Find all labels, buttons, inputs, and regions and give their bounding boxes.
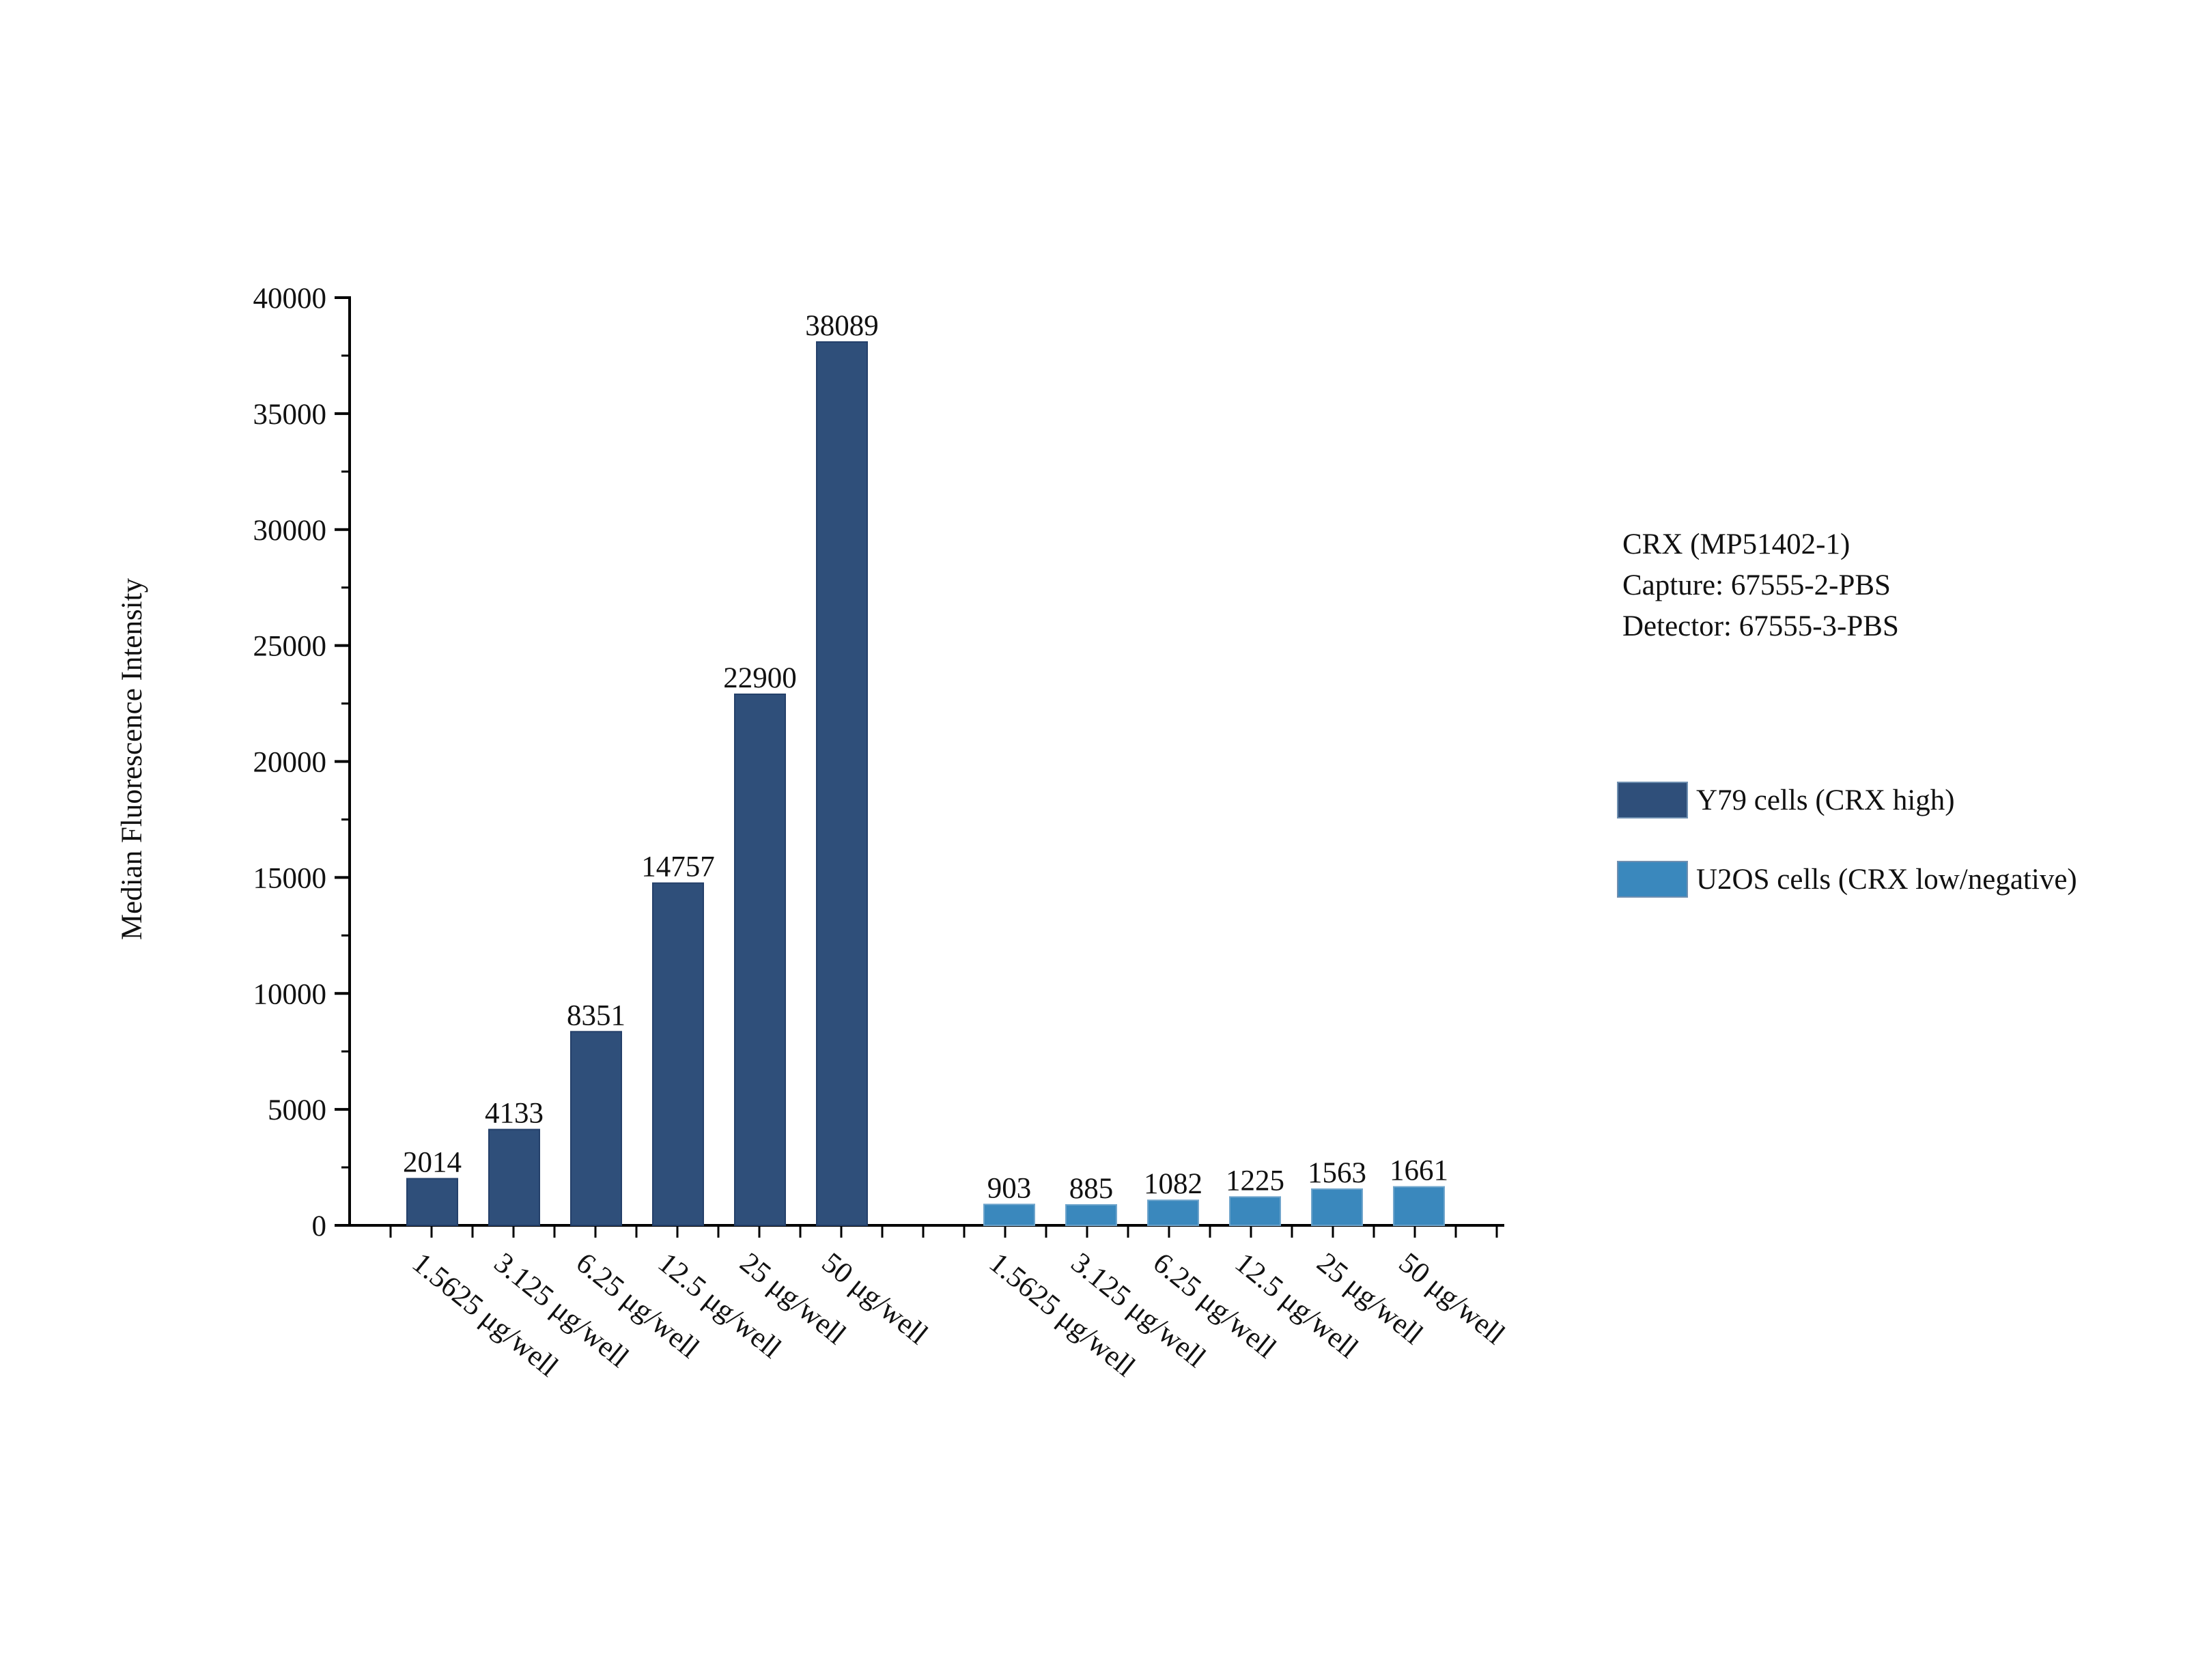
bar	[816, 341, 868, 1226]
data-label: 1225	[1226, 1165, 1284, 1197]
bar	[1311, 1188, 1363, 1227]
data-label: 38089	[805, 310, 879, 342]
info-line-protein: CRX (MP51402-1)	[1622, 528, 1850, 560]
y-tick-label: 5000	[268, 1094, 326, 1126]
legend-swatch-y79	[1617, 782, 1688, 818]
data-label: 903	[987, 1172, 1032, 1204]
bar	[983, 1204, 1035, 1226]
y-tick-label: 10000	[253, 978, 327, 1010]
legend-label-u2os: U2OS cells (CRX low/negative)	[1696, 863, 2077, 896]
bar	[570, 1031, 622, 1226]
data-label: 22900	[723, 662, 797, 694]
bar	[652, 882, 704, 1227]
legend-item-u2os: U2OS cells (CRX low/negative)	[1617, 859, 2077, 900]
data-label: 1661	[1390, 1155, 1448, 1187]
data-label: 1563	[1308, 1157, 1366, 1189]
y-tick-label: 15000	[253, 862, 327, 894]
assay-info: CRX (MP51402-1) Capture: 67555-2-PBS Det…	[1622, 524, 1899, 647]
data-label: 1082	[1144, 1168, 1202, 1200]
data-label: 14757	[641, 851, 715, 883]
y-tick-label: 40000	[253, 283, 327, 315]
y-tick-label: 25000	[253, 631, 327, 663]
data-label: 885	[1069, 1173, 1114, 1205]
data-label: 2014	[403, 1147, 462, 1179]
bar	[1065, 1204, 1117, 1227]
data-label: 8351	[567, 999, 625, 1031]
y-tick-label: 35000	[253, 399, 327, 431]
info-line-capture: Capture: 67555-2-PBS	[1622, 569, 1891, 601]
legend-label-y79: Y79 cells (CRX high)	[1696, 784, 1955, 816]
info-line-detector: Detector: 67555-3-PBS	[1622, 610, 1899, 642]
y-tick-label: 20000	[253, 747, 327, 779]
y-tick-label: 0	[312, 1210, 327, 1242]
bar	[406, 1178, 458, 1226]
bar	[1229, 1196, 1281, 1226]
x-tick-label: 1.5625 μg/well	[983, 1247, 1141, 1383]
y-tick-label: 30000	[253, 515, 327, 547]
bar	[488, 1128, 540, 1226]
legend-swatch-u2os	[1617, 861, 1688, 898]
legend-item-y79: Y79 cells (CRX high)	[1617, 780, 2077, 821]
bar	[1393, 1186, 1445, 1226]
data-label: 4133	[485, 1098, 544, 1130]
bar	[734, 693, 786, 1226]
legend: Y79 cells (CRX high) U2OS cells (CRX low…	[1617, 780, 2077, 938]
y-axis-title: Median Fluorescence Intensity	[116, 578, 148, 940]
x-tick-label: 1.5625 μg/well	[406, 1247, 564, 1383]
bar	[1147, 1199, 1199, 1226]
